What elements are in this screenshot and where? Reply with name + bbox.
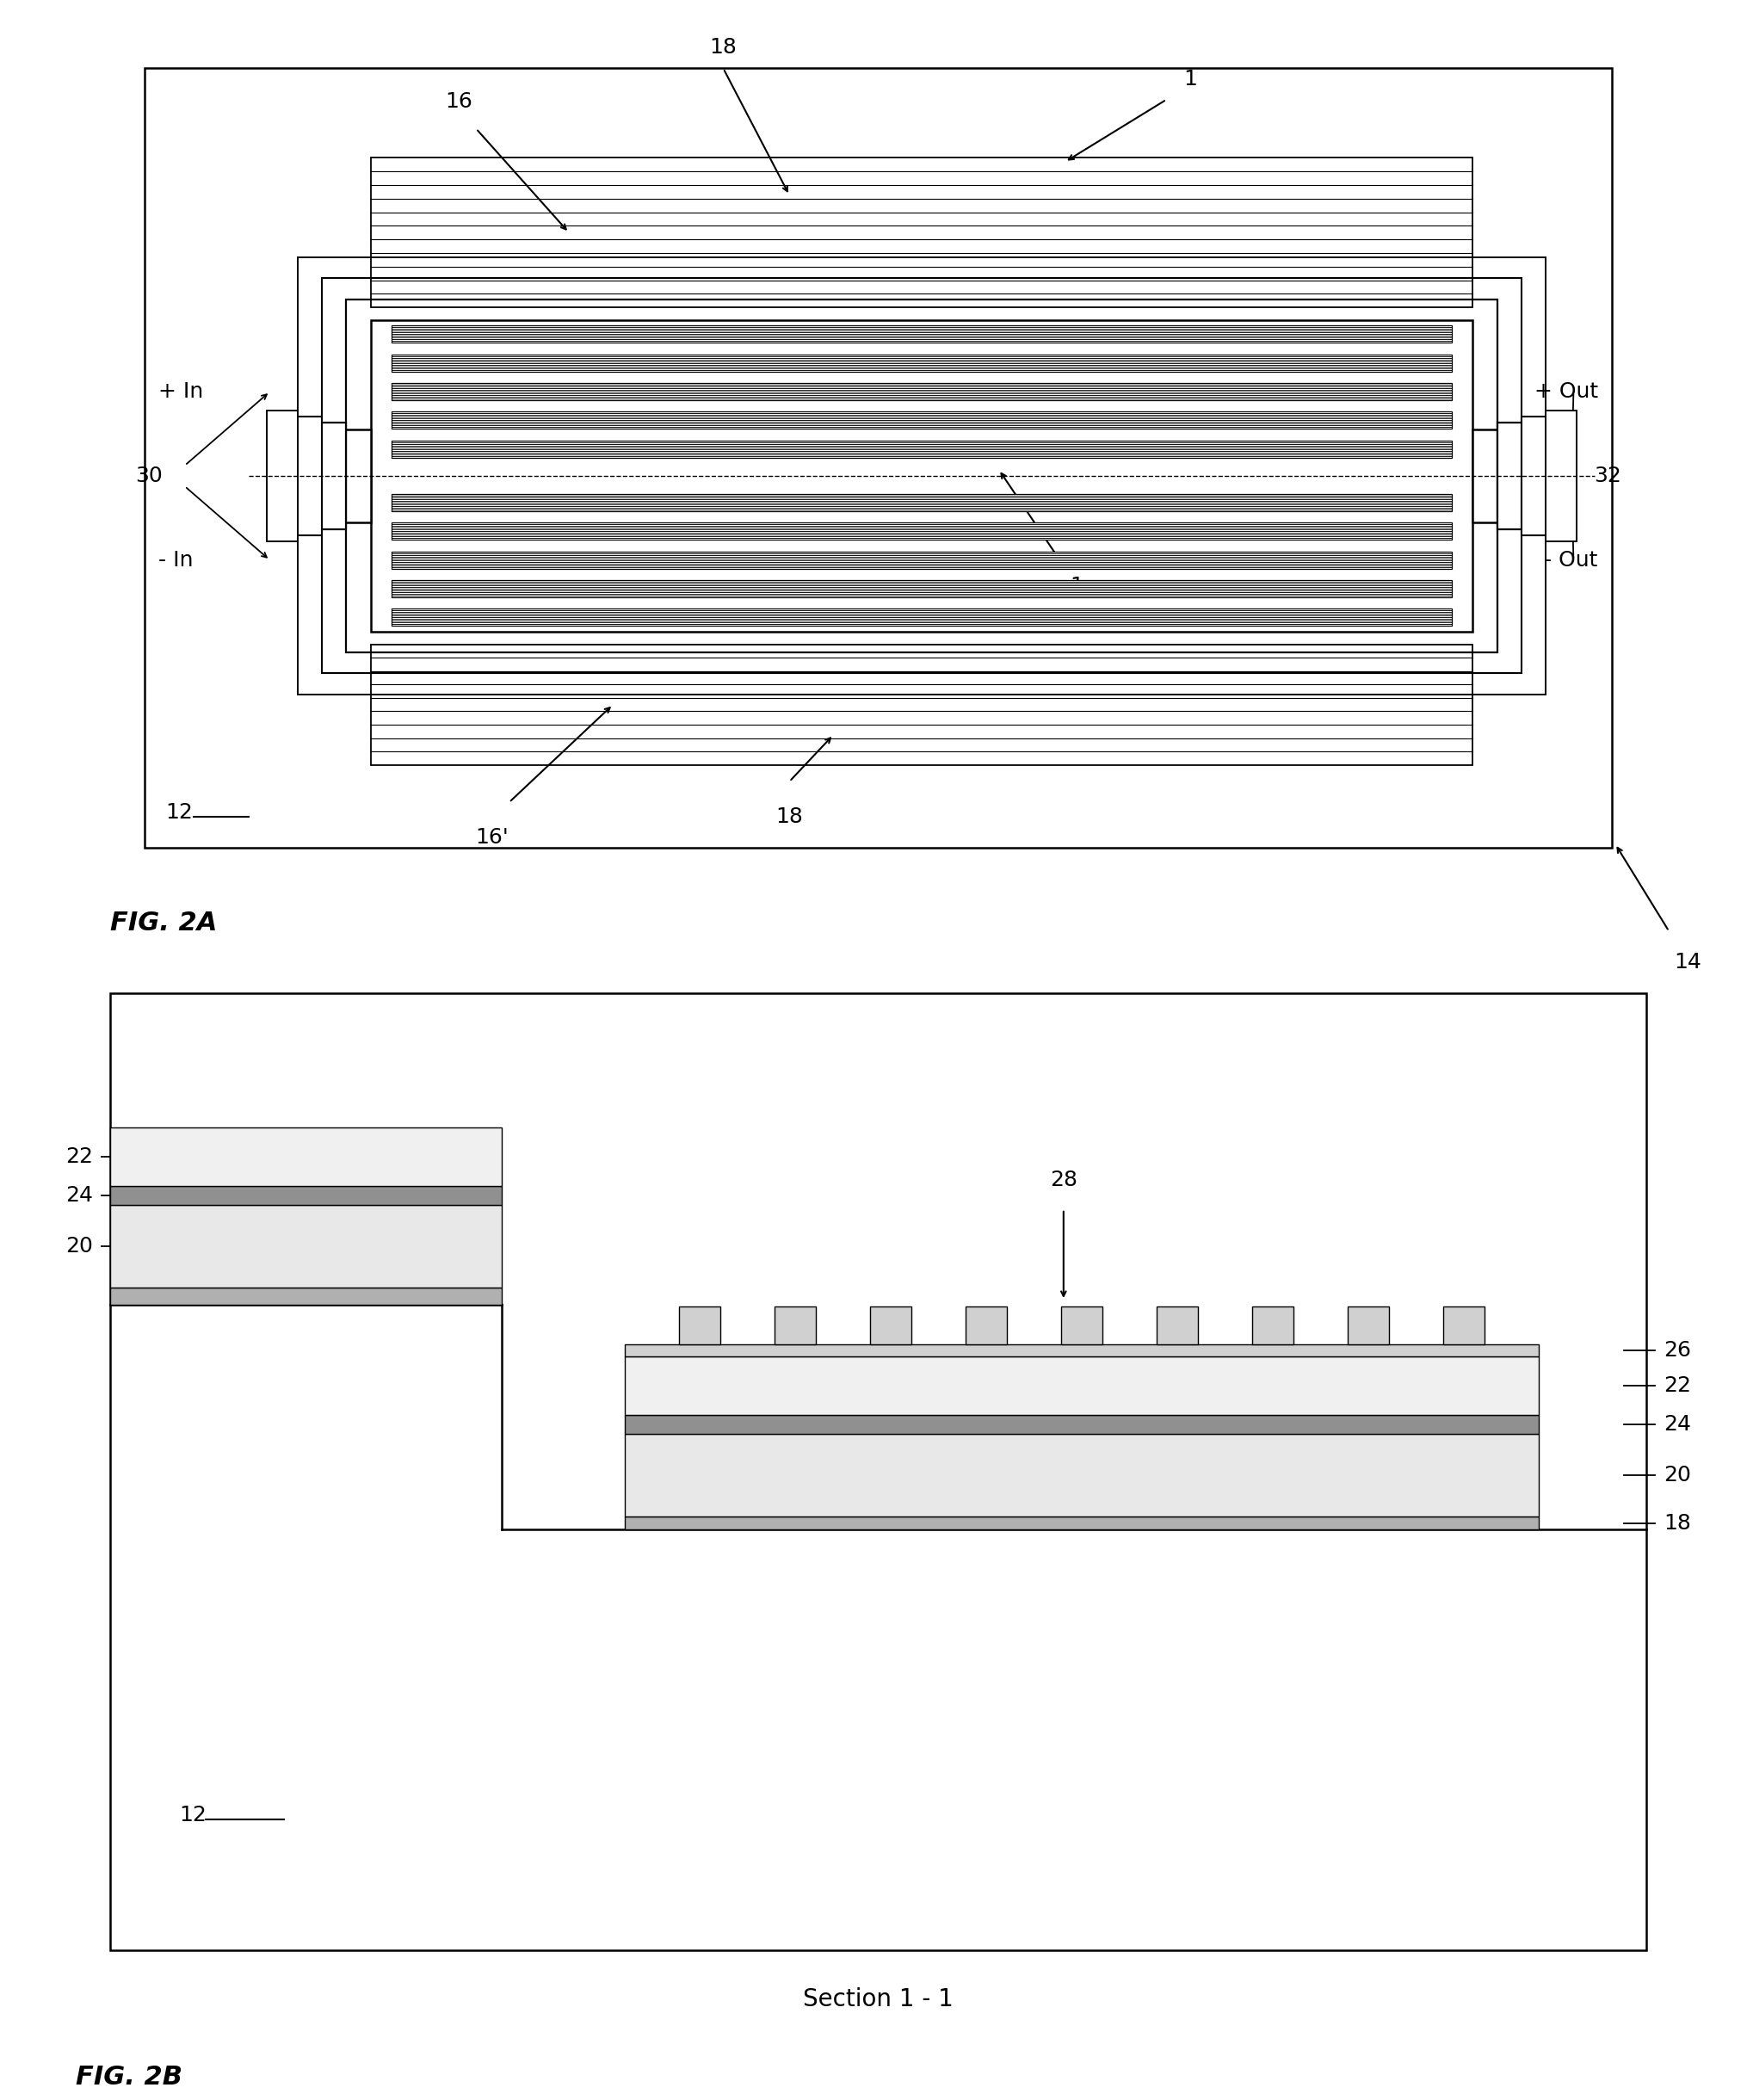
Bar <box>266 410 297 542</box>
Bar <box>370 645 1473 764</box>
Bar <box>1473 428 1504 523</box>
Text: 20: 20 <box>65 1237 93 1256</box>
Text: 18: 18 <box>1663 1512 1691 1533</box>
Bar <box>1544 410 1576 542</box>
Text: 18: 18 <box>776 806 802 827</box>
Bar <box>339 428 370 523</box>
Text: 20: 20 <box>1663 1466 1691 1485</box>
Bar <box>624 1434 1537 1516</box>
Bar <box>391 552 1452 569</box>
Bar <box>370 158 1473 307</box>
Bar <box>391 609 1452 626</box>
Bar <box>1157 1306 1197 1344</box>
Bar <box>1251 1306 1293 1344</box>
Bar <box>1060 1306 1102 1344</box>
Bar <box>110 1186 501 1205</box>
Text: 32: 32 <box>1593 466 1621 487</box>
Text: 12: 12 <box>166 802 192 823</box>
Bar <box>1497 422 1527 529</box>
Text: 12: 12 <box>180 1804 206 1825</box>
Bar <box>110 993 1646 1951</box>
Text: 1: 1 <box>1069 575 1083 596</box>
Text: 16': 16' <box>475 827 508 848</box>
Bar <box>624 1344 1537 1357</box>
Bar <box>624 1415 1537 1434</box>
Text: 1: 1 <box>1183 69 1197 88</box>
Bar <box>680 1306 720 1344</box>
Text: 28: 28 <box>1050 1170 1076 1191</box>
Bar <box>290 416 321 536</box>
Bar <box>391 493 1452 510</box>
Bar <box>110 1287 501 1304</box>
Bar <box>870 1306 910 1344</box>
Text: 24: 24 <box>65 1184 93 1205</box>
Text: 16: 16 <box>445 92 472 111</box>
Text: 22: 22 <box>1663 1376 1691 1396</box>
Bar <box>321 279 1520 674</box>
Text: FIG. 2A: FIG. 2A <box>110 911 217 934</box>
Bar <box>391 355 1452 372</box>
Bar <box>1520 416 1551 536</box>
Bar <box>145 69 1611 848</box>
Text: 18: 18 <box>300 1136 327 1157</box>
Bar <box>297 258 1544 695</box>
Text: 18: 18 <box>709 38 737 59</box>
Bar <box>1347 1306 1389 1344</box>
Bar <box>391 382 1452 401</box>
Text: 22: 22 <box>65 1147 93 1168</box>
Bar <box>110 1128 501 1186</box>
Bar <box>391 441 1452 458</box>
Text: + Out: + Out <box>1534 382 1597 401</box>
Bar <box>391 523 1452 540</box>
Bar <box>391 326 1452 342</box>
Bar <box>966 1306 1006 1344</box>
Bar <box>370 319 1473 632</box>
Text: - In: - In <box>159 550 194 571</box>
Text: 26: 26 <box>1663 1340 1691 1361</box>
Text: - Out: - Out <box>1543 550 1597 571</box>
Text: 14: 14 <box>1674 951 1702 972</box>
Bar <box>624 1516 1537 1529</box>
Text: Section 1 - 1: Section 1 - 1 <box>802 1987 954 2012</box>
Text: 30: 30 <box>135 466 162 487</box>
Bar <box>314 422 346 529</box>
Bar <box>391 412 1452 428</box>
Bar <box>1443 1306 1483 1344</box>
Text: 24: 24 <box>1663 1413 1691 1434</box>
Bar <box>391 580 1452 596</box>
Bar <box>774 1306 816 1344</box>
Bar <box>346 298 1497 653</box>
Bar <box>110 1205 501 1287</box>
Bar <box>624 1357 1537 1415</box>
Text: + In: + In <box>159 382 204 401</box>
Text: FIG. 2B: FIG. 2B <box>75 2064 182 2090</box>
